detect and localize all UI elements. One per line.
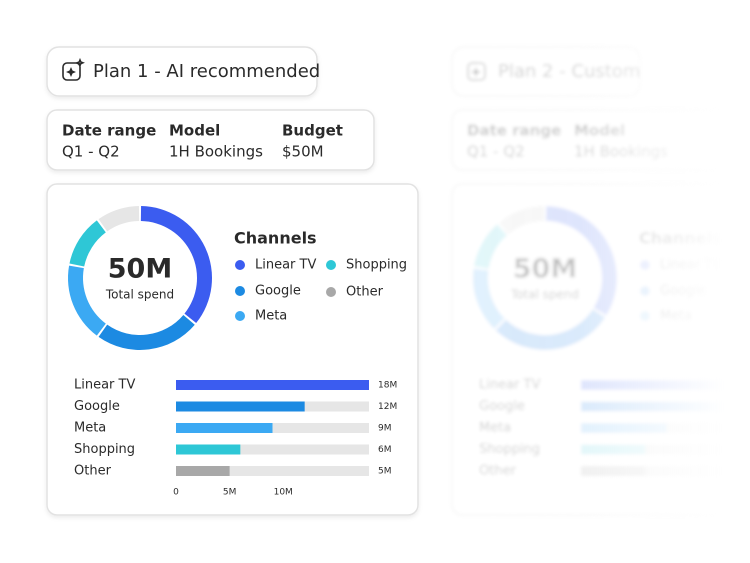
legend-dot	[235, 260, 245, 270]
bar-label: Other	[479, 464, 517, 479]
bar-label: Shopping	[74, 442, 135, 457]
legend-dot	[640, 286, 650, 296]
summary-value: Q1 - Q2	[62, 143, 120, 161]
plan-card: Plan 1 - AI recommended Date range Q1 - Q2…	[46, 46, 419, 516]
donut-segment	[473, 268, 505, 329]
ai-icon	[62, 57, 85, 81]
bar	[176, 423, 273, 433]
legend-dot	[731, 287, 741, 297]
donut-segment	[498, 206, 545, 235]
bar	[176, 401, 305, 412]
legend-dot	[640, 260, 650, 270]
donut-center-label: Total spend	[510, 288, 579, 302]
x-tick-label: 0	[173, 488, 179, 498]
legend-dot	[235, 286, 245, 296]
summary-value: $50M	[282, 143, 324, 161]
bar-label: Linear TV	[479, 378, 540, 393]
legend-dot	[640, 311, 650, 321]
legend-title: Channels	[639, 229, 722, 248]
bar	[581, 380, 750, 390]
legend-dot	[326, 260, 336, 270]
bar-label: Shopping	[479, 442, 540, 457]
bar-label: Google	[74, 399, 120, 414]
legend-label: Other	[346, 285, 384, 300]
plan-2-wrapper: Plan 2 - Custom Date range Q1 - Q2 Model 1H …	[451, 46, 750, 516]
donut-segment	[69, 220, 106, 267]
donut-center-value: 50M	[513, 254, 577, 285]
summary-label: Model	[574, 122, 625, 140]
bar	[581, 401, 742, 412]
x-tick-label: 10M	[274, 488, 293, 498]
legend-title: Channels	[234, 229, 317, 248]
summary-value: Q1 - Q2	[467, 143, 525, 161]
donut-center-label: Total spend	[105, 288, 174, 302]
bar-value-label: 5M	[378, 467, 392, 477]
bar-value-label: 12M	[378, 402, 397, 412]
bar-label: Meta	[74, 421, 106, 436]
bar-track	[581, 444, 750, 455]
summary-label: Budget	[282, 122, 343, 140]
bar-value-label: 6M	[378, 445, 392, 455]
plan-card: Plan 2 - Custom Date range Q1 - Q2 Model 1H …	[451, 46, 750, 516]
donut-segment	[98, 206, 140, 232]
bar-label: Meta	[479, 421, 511, 436]
legend-label: Linear TV	[660, 258, 721, 273]
bar	[581, 444, 646, 455]
donut-segment	[140, 206, 213, 324]
summary-label: Date range	[62, 122, 156, 140]
donut-segment	[473, 224, 508, 269]
summary-label: Date range	[467, 122, 561, 140]
donut-center-value: 50M	[108, 254, 172, 285]
summary-value: 1H Bookings	[574, 143, 668, 161]
ai-icon	[467, 62, 486, 81]
bar-value-label: 9M	[378, 424, 392, 434]
bar	[176, 380, 369, 390]
plan-pill[interactable]	[451, 46, 641, 97]
bar	[176, 466, 230, 476]
legend-dot	[731, 260, 741, 270]
plan-pill[interactable]	[46, 46, 318, 97]
legend-label: Meta	[660, 309, 692, 324]
legend-label: Meta	[255, 309, 287, 324]
donut-segment	[545, 206, 617, 316]
legend-dot	[326, 287, 336, 297]
x-tick-label: 5M	[223, 488, 237, 498]
bar-value-label: 18M	[378, 381, 397, 391]
bar-label: Other	[74, 464, 112, 479]
bar	[581, 423, 667, 433]
bar-track	[176, 466, 369, 476]
bar-track	[581, 466, 750, 476]
bar-track	[176, 444, 369, 455]
summary-card	[46, 109, 375, 171]
legend-label: Google	[660, 284, 706, 299]
summary-card	[451, 109, 750, 171]
legend-dot	[235, 311, 245, 321]
donut-segment	[495, 309, 606, 350]
plan-title: Plan 2 - Custom	[498, 61, 640, 82]
bar-label: Google	[479, 399, 525, 414]
donut-segment	[98, 314, 195, 350]
bar	[581, 466, 646, 476]
summary-label: Model	[169, 122, 220, 140]
donut-segment	[68, 265, 106, 336]
legend-label: Google	[255, 284, 301, 299]
bar-label: Linear TV	[74, 378, 135, 393]
legend-label: Shopping	[346, 258, 407, 273]
plan-title: Plan 1 - AI recommended	[93, 61, 320, 82]
summary-value: 1H Bookings	[169, 143, 263, 161]
legend-label: Linear TV	[255, 258, 316, 273]
bar	[176, 444, 241, 455]
